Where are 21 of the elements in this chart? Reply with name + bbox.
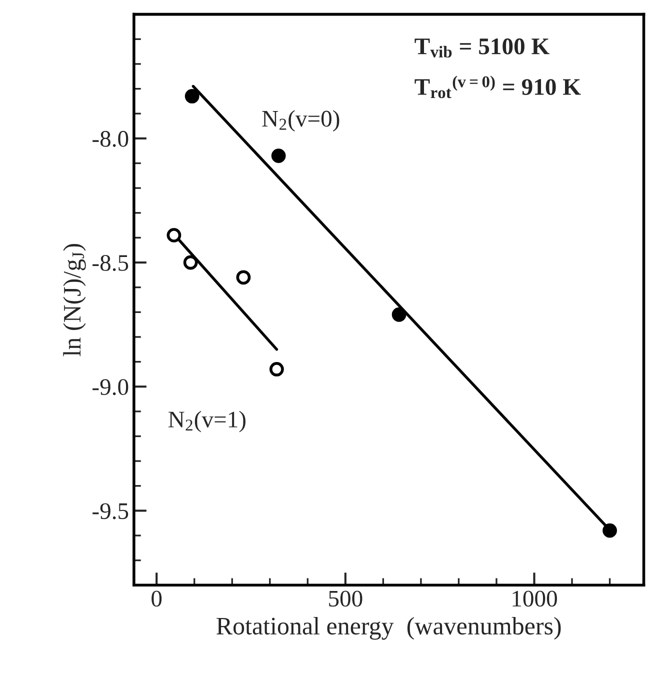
x-tick-label: 500: [329, 590, 362, 607]
point: [392, 307, 406, 322]
y-tick-label: -9.0: [92, 379, 128, 396]
point: [271, 148, 286, 163]
point: [183, 255, 198, 270]
series-label: N$_{2}$(v=1): [168, 410, 246, 432]
x-tick-label: 0: [152, 590, 162, 607]
point: [166, 228, 182, 242]
annotation: T$_{rot}$$^{(v=0)}$ = 910 K: [414, 76, 581, 98]
series-label: N$_{2}$(v=0): [262, 110, 340, 132]
y-tick-label: -8.0: [92, 130, 128, 147]
point: [602, 523, 617, 538]
x-axis-title: Rotational energy (wavenumbers): [216, 616, 561, 640]
y-axis-title: ln (N(J)/g$_{J}$): [63, 244, 86, 356]
point: [184, 89, 200, 104]
y-tick-label: -9.5: [92, 503, 128, 520]
x-tick-label: 1000: [512, 590, 557, 607]
point: [236, 270, 251, 285]
y-tick-label: -8.5: [92, 255, 128, 272]
point: [269, 362, 284, 376]
annotation: T$_{vib}$ = 5100 K: [414, 38, 550, 58]
